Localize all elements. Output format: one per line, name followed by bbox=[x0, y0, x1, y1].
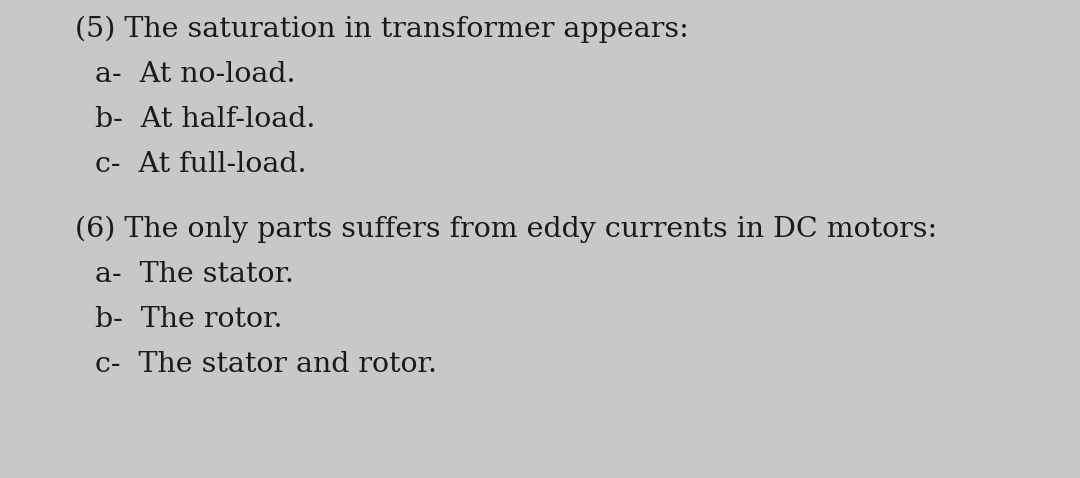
Text: a-  The stator.: a- The stator. bbox=[95, 261, 294, 288]
Text: a-  At no-load.: a- At no-load. bbox=[95, 61, 296, 88]
Text: (5) The saturation in transformer appears:: (5) The saturation in transformer appear… bbox=[75, 16, 689, 43]
Text: c-  At full-load.: c- At full-load. bbox=[95, 151, 307, 178]
Text: b-  At half-load.: b- At half-load. bbox=[95, 106, 315, 133]
Text: c-  The stator and rotor.: c- The stator and rotor. bbox=[95, 351, 437, 378]
Text: b-  The rotor.: b- The rotor. bbox=[95, 306, 283, 333]
Text: (6) The only parts suffers from eddy currents in DC motors:: (6) The only parts suffers from eddy cur… bbox=[75, 216, 937, 243]
